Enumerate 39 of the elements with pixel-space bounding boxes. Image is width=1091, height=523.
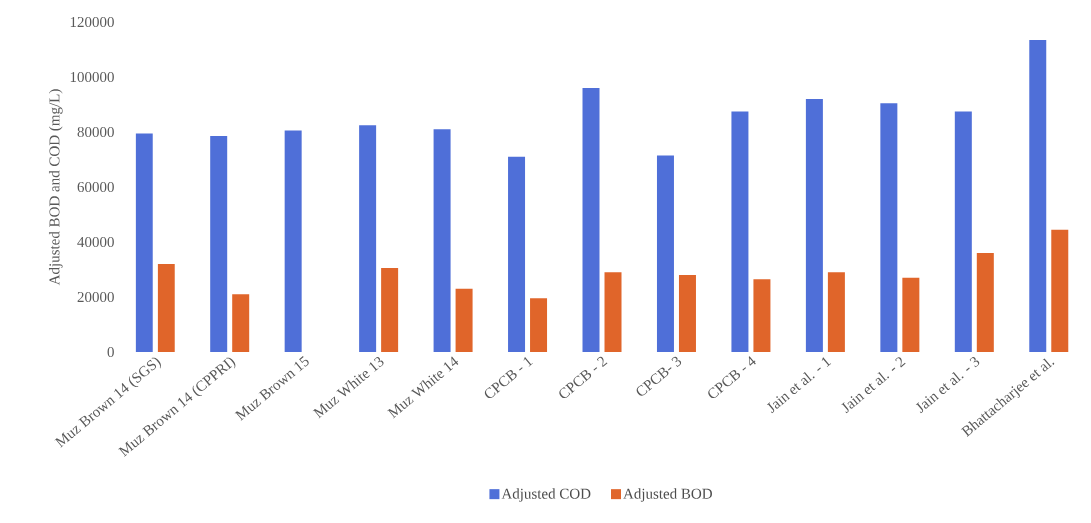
bar xyxy=(135,133,153,352)
y-tick-label: 20000 xyxy=(77,291,114,303)
bar xyxy=(455,288,473,352)
bar xyxy=(678,275,696,352)
legend-label: Adjusted COD xyxy=(501,488,591,502)
x-tick-label: Jain et al. - 2 xyxy=(841,357,906,414)
legend-label: Adjusted BOD xyxy=(623,488,712,502)
bar xyxy=(805,99,823,352)
bar xyxy=(880,103,898,352)
y-tick-label: 0 xyxy=(107,346,114,358)
bar xyxy=(359,125,377,352)
bar xyxy=(1051,229,1069,352)
bar xyxy=(976,253,994,352)
y-tick-label: 60000 xyxy=(77,181,114,193)
bar xyxy=(1029,39,1047,352)
bar xyxy=(954,111,972,352)
x-tick-label: Muz White 13 xyxy=(312,357,384,419)
bar xyxy=(157,264,175,352)
x-tick-label: Jain et al. - 1 xyxy=(766,357,832,414)
bar xyxy=(433,129,451,352)
bar xyxy=(232,294,250,352)
bar xyxy=(902,277,920,352)
bar xyxy=(530,298,548,352)
bar xyxy=(604,272,622,352)
bar xyxy=(656,155,674,352)
bar xyxy=(827,272,845,352)
y-tick-label: 120000 xyxy=(70,16,114,28)
bar xyxy=(508,156,526,352)
bar xyxy=(753,279,771,352)
bar xyxy=(582,88,600,352)
y-tick-label: 40000 xyxy=(77,236,114,248)
y-tick-label: 80000 xyxy=(77,126,114,138)
y-tick-label: 100000 xyxy=(70,71,114,83)
x-tick-label: Muz White 14 xyxy=(387,356,459,419)
bar xyxy=(731,111,749,352)
y-axis-title: Adjusted BOD and COD (mg/L) xyxy=(48,89,63,286)
bar xyxy=(210,136,228,352)
bar xyxy=(381,268,399,352)
bar xyxy=(284,130,302,352)
